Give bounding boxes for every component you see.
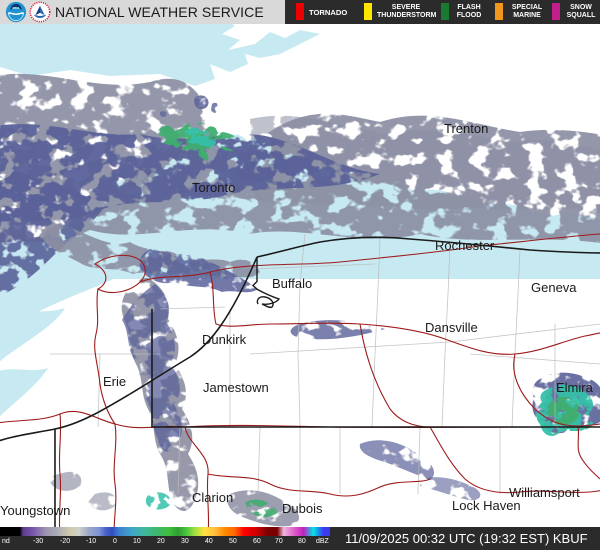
svg-text:NOAA: NOAA: [13, 7, 20, 10]
